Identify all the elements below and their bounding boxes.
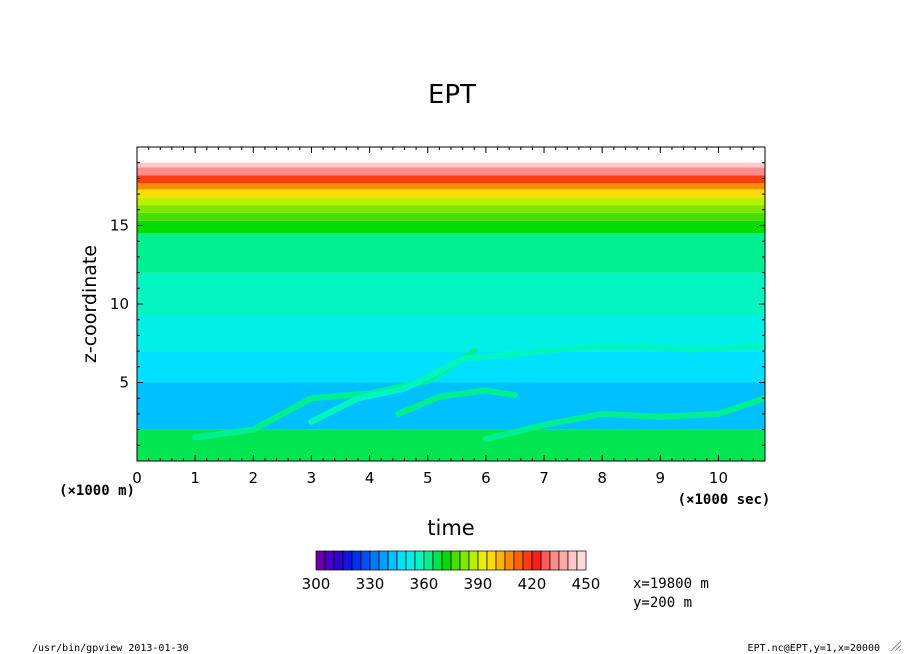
colorbar-swatch-1 bbox=[324, 550, 335, 571]
x-tick-label-5: 5 bbox=[423, 469, 433, 487]
colorbar-swatch-23 bbox=[522, 550, 533, 571]
colorbar-swatch-6 bbox=[369, 550, 380, 571]
contour-band-13 bbox=[137, 167, 765, 176]
y-unit-label: (×1000 m) bbox=[59, 483, 135, 499]
chart-title: EPT bbox=[428, 80, 476, 110]
contour-band-4 bbox=[137, 272, 765, 315]
x-tick-label-3: 3 bbox=[307, 469, 317, 487]
colorbar-swatch-16 bbox=[459, 550, 470, 571]
resize-grip-icon[interactable] bbox=[890, 640, 902, 652]
colorbar-swatch-15 bbox=[450, 550, 461, 571]
colorbar-swatch-18 bbox=[477, 550, 488, 571]
colorbar-label-3: 390 bbox=[464, 575, 493, 593]
colorbar-swatch-0 bbox=[315, 550, 326, 571]
contour-band-12 bbox=[137, 175, 765, 184]
footer-left: /usr/bin/gpview 2013-01-30 bbox=[32, 643, 189, 654]
colorbar-swatch-17 bbox=[468, 550, 479, 571]
colorbar-swatch-26 bbox=[549, 550, 560, 571]
plume-1 bbox=[308, 343, 765, 425]
x-tick-label-7: 7 bbox=[539, 469, 549, 487]
colorbar-swatch-7 bbox=[378, 550, 389, 571]
colorbar-label-2: 360 bbox=[410, 575, 439, 593]
colorbar-swatch-21 bbox=[504, 550, 515, 571]
x-tick-label-4: 4 bbox=[365, 469, 375, 487]
plume-2 bbox=[395, 387, 518, 417]
x-axis-label: time bbox=[427, 516, 474, 540]
y-position-label: y=200 m bbox=[633, 595, 692, 611]
contour-band-14 bbox=[137, 162, 765, 168]
axis-ticks: 0 1 2 3 4 5 6 7 8 9 10 5 10 15 bbox=[110, 147, 766, 487]
x-position-label: x=19800 m bbox=[633, 576, 709, 592]
y-tick-label-1: 10 bbox=[110, 295, 129, 313]
contour-band-8 bbox=[137, 205, 765, 213]
contour-band-7 bbox=[137, 212, 765, 221]
colorbar-swatch-5 bbox=[360, 550, 371, 571]
x-tick-label-0: 0 bbox=[132, 469, 142, 487]
colorbar-swatch-24 bbox=[531, 550, 542, 571]
colorbar-swatch-13 bbox=[432, 550, 443, 571]
colorbar-swatch-9 bbox=[396, 550, 407, 571]
contour-band-9 bbox=[137, 197, 765, 206]
y-tick-label-0: 5 bbox=[119, 374, 129, 392]
colorbar: 300 330 360 390 420 450 bbox=[302, 550, 601, 593]
x-unit-label: (×1000 sec) bbox=[678, 492, 771, 508]
y-tick-label-2: 15 bbox=[110, 217, 129, 235]
colorbar-label-1: 330 bbox=[356, 575, 385, 593]
x-tick-label-10: 10 bbox=[709, 469, 728, 487]
colorbar-label-5: 450 bbox=[572, 575, 601, 593]
plume-3 bbox=[482, 395, 765, 442]
footer-right: EPT.nc@EPT,y=1,x=20000 bbox=[748, 643, 880, 654]
x-tick-label-8: 8 bbox=[597, 469, 607, 487]
colorbar-swatch-4 bbox=[351, 550, 362, 571]
colorbar-swatch-20 bbox=[495, 550, 506, 571]
colorbar-label-0: 300 bbox=[302, 575, 331, 593]
colorbar-swatch-3 bbox=[342, 550, 353, 571]
colorbar-swatch-19 bbox=[486, 550, 497, 571]
x-tick-label-1: 1 bbox=[190, 469, 200, 487]
contour-band-5 bbox=[137, 233, 765, 273]
heatmap-field bbox=[137, 147, 765, 461]
contour-band-6 bbox=[137, 220, 765, 234]
colorbar-swatch-2 bbox=[333, 550, 344, 571]
x-tick-label-9: 9 bbox=[656, 469, 666, 487]
colorbar-swatch-8 bbox=[387, 550, 398, 571]
contour-band-10 bbox=[137, 189, 765, 198]
colorbar-swatch-11 bbox=[414, 550, 425, 571]
y-axis-label: z-coordinate bbox=[79, 245, 101, 363]
x-tick-label-6: 6 bbox=[481, 469, 491, 487]
colorbar-swatch-10 bbox=[405, 550, 416, 571]
colorbar-swatch-22 bbox=[513, 550, 524, 571]
colorbar-swatch-28 bbox=[567, 550, 578, 571]
contour-band-11 bbox=[137, 183, 765, 190]
colorbar-swatch-14 bbox=[441, 550, 452, 571]
colorbar-label-4: 420 bbox=[518, 575, 547, 593]
colorbar-swatch-12 bbox=[423, 550, 434, 571]
colorbar-swatch-25 bbox=[540, 550, 551, 571]
contour-band-1 bbox=[137, 382, 765, 430]
colorbar-swatch-29 bbox=[576, 550, 587, 571]
colorbar-swatch-27 bbox=[558, 550, 569, 571]
x-tick-label-2: 2 bbox=[249, 469, 259, 487]
